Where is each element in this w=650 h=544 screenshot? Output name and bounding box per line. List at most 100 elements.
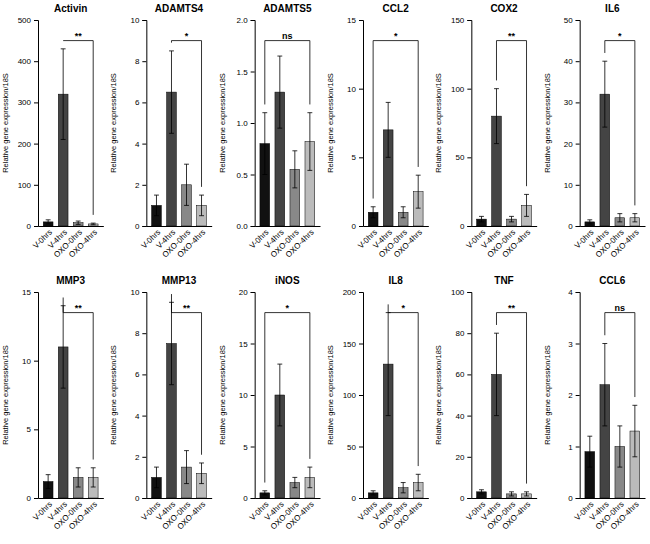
error-bar <box>587 436 592 467</box>
y-tick: 150 <box>451 16 471 25</box>
y-tick-label: 200 <box>343 288 357 297</box>
error-bar <box>632 214 637 222</box>
error-bar-stem <box>309 467 310 488</box>
error-bar-cap <box>617 425 622 426</box>
y-tick-mark <box>359 226 363 227</box>
error-bar <box>262 491 267 495</box>
error-bar-cap <box>371 217 376 218</box>
error-bar-cap <box>602 61 607 62</box>
error-bar-stem <box>294 477 295 487</box>
plot-area <box>43 49 98 226</box>
error-bar <box>262 113 267 175</box>
error-bar-cap <box>199 483 204 484</box>
error-bar-cap <box>524 491 529 492</box>
error-bar-cap <box>494 88 499 89</box>
y-tick-label: 15 <box>22 288 31 297</box>
significance-label: ** <box>183 303 191 313</box>
axis-line <box>147 498 212 499</box>
y-axis: 01020304050 <box>564 16 580 231</box>
y-axis: 0246810 <box>130 288 146 503</box>
y-axis: 0100200300400500 <box>18 16 39 231</box>
error-bar-stem <box>264 113 265 175</box>
axis-line <box>576 21 581 227</box>
error-bar-cap <box>154 215 159 216</box>
y-tick: 10 <box>22 357 38 366</box>
error-bar-stem <box>171 302 172 384</box>
y-axis-title: Relative gene expression/18S <box>543 73 552 173</box>
bracket-line <box>604 313 605 336</box>
x-tick-label: OXO-4hrs <box>175 500 207 532</box>
y-tick: 2.0 <box>237 16 255 25</box>
y-tick-mark <box>34 498 38 499</box>
y-tick: 0 <box>243 494 254 503</box>
y-axis: 01234 <box>568 288 580 503</box>
error-bar-cap <box>292 487 297 488</box>
y-tick: 100 <box>451 288 471 297</box>
error-bar-cap <box>277 128 282 129</box>
y-tick-mark <box>576 144 580 145</box>
error-bar-cap <box>169 133 174 134</box>
error-bar-stem <box>619 214 620 222</box>
error-bar <box>184 451 189 484</box>
y-tick: 50 <box>564 16 580 25</box>
y-tick: 100 <box>18 181 38 190</box>
error-bar <box>46 220 51 224</box>
error-bar-cap <box>154 467 159 468</box>
chart-title: CCL2 <box>383 3 410 14</box>
error-bar-stem <box>201 195 202 216</box>
plot-area <box>260 364 315 498</box>
y-tick: 20 <box>564 140 580 149</box>
chart-title: MMP13 <box>162 275 197 286</box>
plot-area <box>43 306 98 498</box>
error-bar-cap <box>401 482 406 483</box>
significance-label: * <box>286 303 290 313</box>
axis-line <box>34 21 39 227</box>
error-bar <box>277 364 282 426</box>
y-tick-mark <box>467 89 471 90</box>
y-tick-label: 5 <box>27 425 32 434</box>
chart-title: COX2 <box>490 3 518 14</box>
y-axis: 0246810 <box>130 16 146 231</box>
axis-line <box>467 293 472 499</box>
error-bar-cap <box>509 221 514 222</box>
y-tick-label: 40 <box>455 412 464 421</box>
error-bar <box>76 468 81 487</box>
y-tick-label: 2.0 <box>237 16 249 25</box>
y-tick-label: 30 <box>564 98 573 107</box>
y-tick-mark <box>142 226 146 227</box>
error-bar-stem <box>78 221 79 224</box>
error-bar-cap <box>509 491 514 492</box>
error-bar-cap <box>91 467 96 468</box>
y-tick: 500 <box>18 16 38 25</box>
error-bar-cap <box>401 492 406 493</box>
x-axis: V-0hrsV-4hrsOXO-0hrsOXO-4hrs <box>573 226 646 260</box>
y-tick-label: 500 <box>18 16 32 25</box>
chart-title: IL8 <box>388 275 403 286</box>
y-tick-label: 4 <box>135 140 140 149</box>
y-tick-mark <box>142 144 146 145</box>
axis-line <box>39 226 104 227</box>
error-bar-cap <box>386 415 391 416</box>
y-tick-mark <box>576 61 580 62</box>
y-axis-title: Relative gene expression/18S <box>218 73 227 173</box>
error-bar-stem <box>186 164 187 205</box>
chart-title: ADAMTS5 <box>263 3 312 14</box>
bracket-line <box>526 313 527 484</box>
y-tick-label: 40 <box>564 57 573 66</box>
error-bar-cap <box>76 467 81 468</box>
bracket-line <box>604 41 605 53</box>
y-tick-mark <box>467 226 471 227</box>
bar-chart: 0246810V-0hrsV-4hrsOXO-0hrsOXO-4hrsMMP13… <box>109 275 212 532</box>
y-tick: 20 <box>239 288 255 297</box>
y-tick-mark <box>34 361 38 362</box>
error-bar-cap <box>277 364 282 365</box>
error-bar-cap <box>416 490 421 491</box>
error-bar <box>154 195 159 216</box>
error-bar-cap <box>371 490 376 491</box>
bar-chart: 050100150200V-0hrsV-4hrsOXO-0hrsOXO-4hrs… <box>326 275 429 532</box>
y-tick-label: 60 <box>455 370 464 379</box>
error-bar-cap <box>262 490 267 491</box>
error-bar-stem <box>589 436 590 467</box>
error-bar-cap <box>386 102 391 103</box>
error-bar <box>61 306 66 388</box>
